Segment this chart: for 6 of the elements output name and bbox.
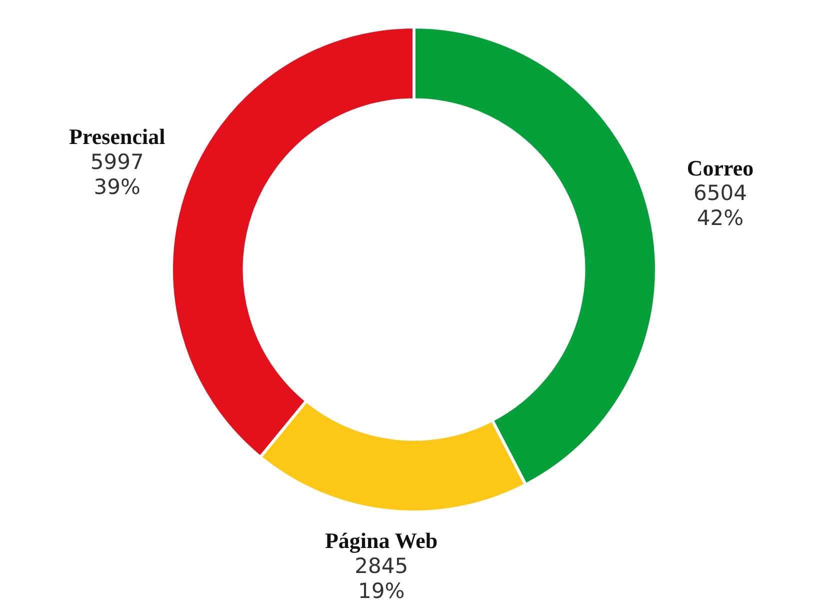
data-label: 2845 19% xyxy=(354,554,408,603)
slice-label: Página Web xyxy=(324,528,438,554)
slice-label: Correo xyxy=(686,155,754,180)
data-label: 5997 39% xyxy=(90,150,144,199)
data-label: 6504 42% xyxy=(694,181,747,230)
slice-label: Presencial xyxy=(69,124,166,150)
